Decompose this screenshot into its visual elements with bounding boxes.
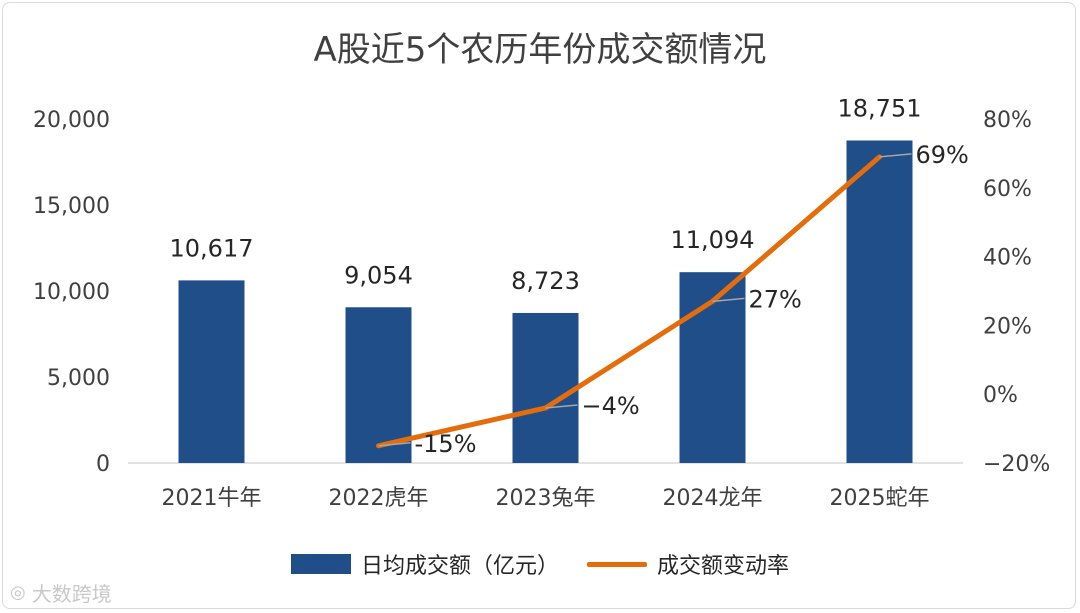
y-right-tick-label: 20% [983, 314, 1032, 339]
bar-data-label: 11,094 [671, 226, 755, 254]
legend-label-line: 成交额变动率 [657, 554, 790, 579]
bar-data-label: 9,054 [344, 261, 413, 289]
y-right-tick-label: −20% [983, 452, 1050, 477]
legend-label-bars: 日均成交额（亿元） [360, 554, 559, 579]
bar [846, 140, 913, 464]
chart-title: A股近5个农历年份成交额情况 [313, 30, 767, 70]
x-tick-label: 2023兔年 [496, 486, 596, 511]
series-line [376, 154, 882, 449]
legend-item-line: 成交额变动率 [587, 548, 789, 580]
y-right-tick-label: 40% [983, 246, 1032, 271]
y-left-tick-label: 0 [96, 452, 110, 477]
y-left-tick-label: 20,000 [33, 108, 110, 133]
y-right-tick-label: 60% [983, 177, 1032, 202]
bar-data-label: 18,751 [838, 94, 922, 122]
y-left-tick-label: 15,000 [33, 194, 110, 219]
bar [178, 280, 245, 463]
x-tick-label: 2024龙年 [663, 486, 763, 511]
x-tick-label: 2022虎年 [329, 486, 429, 511]
data-label-leader [712, 297, 745, 303]
data-label-leader [545, 404, 578, 409]
y-right-tick-label: 0% [983, 383, 1018, 408]
watermark-text: 大数跨境 [31, 582, 112, 606]
bar [512, 312, 579, 463]
data-label-leader [879, 153, 912, 158]
line-data-label: -15% [415, 430, 477, 458]
bar-data-label: 10,617 [170, 234, 254, 262]
y-left-tick-label: 5,000 [47, 366, 110, 391]
bar [345, 307, 412, 463]
line-data-label: 27% [749, 285, 802, 313]
line-data-label: 69% [916, 141, 969, 169]
chart-legend: 日均成交额（亿元） 成交额变动率 [0, 548, 1080, 580]
logo-icon: ◎ [10, 582, 26, 603]
y-left-tick-label: 10,000 [33, 280, 110, 305]
bar-data-label: 8,723 [511, 267, 580, 295]
x-tick-label: 2025蛇年 [830, 486, 930, 511]
legend-swatch-bars [290, 554, 351, 574]
y-right-tick-label: 80% [983, 108, 1032, 133]
watermark: ◎ 大数跨境 [10, 578, 112, 607]
legend-swatch-line [587, 561, 647, 567]
data-label-leader [378, 442, 411, 447]
legend-item-bars: 日均成交额（亿元） [290, 548, 559, 580]
x-tick-label: 2021牛年 [162, 486, 262, 511]
line-data-label: −4% [582, 392, 640, 420]
